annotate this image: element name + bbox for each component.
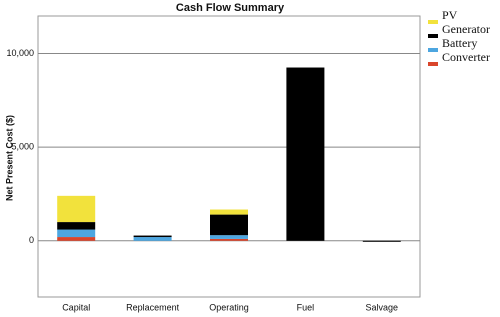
bar-segment: [133, 237, 172, 241]
bar-segment: [57, 237, 96, 241]
chart-title: Cash Flow Summary: [176, 2, 285, 14]
legend-label: Converter: [442, 50, 490, 64]
bar-segment: [362, 240, 401, 242]
x-tick-label: Fuel: [297, 302, 315, 312]
legend-label: Battery: [442, 36, 477, 50]
bar-segment: [210, 235, 248, 239]
x-tick-label: Operating: [209, 302, 249, 312]
legend-swatch: [428, 20, 438, 24]
bar-segment: [286, 67, 325, 241]
legend-label: PV: [442, 8, 458, 22]
x-tick-label: Capital: [62, 302, 90, 312]
y-axis-label: Net Present Cost ($): [4, 115, 14, 201]
legend-label: Generator: [442, 22, 490, 36]
y-tick-label: 5,000: [11, 142, 34, 152]
bar-segment: [57, 222, 96, 230]
legend-swatch: [428, 62, 438, 66]
bar-segment: [133, 235, 172, 238]
x-tick-label: Salvage: [366, 302, 399, 312]
bar-segment: [57, 195, 96, 223]
legend-swatch: [428, 48, 438, 52]
legend-swatch: [428, 34, 438, 38]
bar-segment: [210, 238, 248, 241]
x-tick-label: Replacement: [126, 302, 180, 312]
plot-frame: [37, 15, 421, 298]
y-tick-label: 10,000: [6, 48, 34, 58]
y-tick-label: 0: [29, 235, 34, 245]
bar-segment: [210, 209, 248, 215]
bar-segment: [210, 214, 248, 236]
bar-segment: [57, 229, 96, 238]
